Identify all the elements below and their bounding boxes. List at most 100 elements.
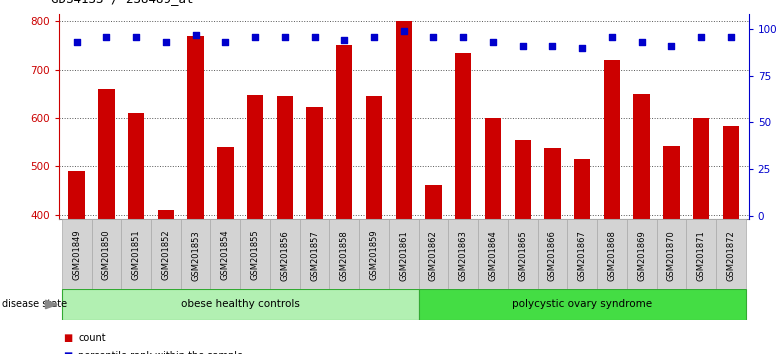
Bar [151, 219, 181, 289]
Point [189, 32, 201, 38]
Bar [633, 94, 650, 219]
Text: GDS4133 / 238489_at: GDS4133 / 238489_at [51, 0, 194, 5]
Bar [247, 95, 263, 219]
Text: GSM201859: GSM201859 [369, 230, 379, 280]
Bar [568, 219, 597, 289]
Text: disease state: disease state [2, 299, 67, 309]
Text: GSM201851: GSM201851 [132, 230, 140, 280]
Bar [604, 60, 620, 219]
Text: GSM201855: GSM201855 [251, 230, 260, 280]
Point [160, 39, 172, 45]
Point [338, 38, 350, 43]
Text: ■: ■ [63, 333, 72, 343]
Bar [425, 185, 441, 219]
Bar [299, 219, 329, 289]
Point [249, 34, 261, 39]
Point [546, 43, 559, 49]
Point [368, 34, 380, 39]
Bar [455, 53, 471, 219]
Text: percentile rank within the sample: percentile rank within the sample [78, 351, 243, 354]
Bar [538, 219, 568, 289]
Text: GSM201871: GSM201871 [697, 230, 706, 281]
Bar [574, 159, 590, 219]
Text: GSM201868: GSM201868 [608, 230, 616, 281]
Bar [128, 113, 144, 219]
Bar [336, 45, 353, 219]
Text: GSM201850: GSM201850 [102, 230, 111, 280]
Point [665, 43, 677, 49]
Bar [663, 146, 680, 219]
Point [457, 34, 470, 39]
Text: GSM201849: GSM201849 [72, 230, 81, 280]
Bar [158, 210, 174, 219]
Bar [514, 140, 531, 219]
Bar [597, 219, 626, 289]
Point [724, 34, 737, 39]
Text: GSM201858: GSM201858 [339, 230, 349, 281]
Point [427, 34, 440, 39]
Text: GSM201861: GSM201861 [399, 230, 408, 281]
Bar [68, 171, 85, 219]
Point [397, 28, 410, 34]
Bar [277, 96, 293, 219]
Bar [419, 219, 448, 289]
Bar [359, 219, 389, 289]
Point [71, 39, 83, 45]
Bar [366, 96, 382, 219]
Point [308, 34, 321, 39]
Bar [478, 219, 508, 289]
Point [517, 43, 529, 49]
Bar [396, 21, 412, 219]
Bar [181, 219, 210, 289]
Bar [62, 289, 419, 320]
Bar [187, 36, 204, 219]
Bar [389, 219, 419, 289]
Point [130, 34, 143, 39]
Point [219, 39, 231, 45]
Text: count: count [78, 333, 106, 343]
Point [635, 39, 648, 45]
Bar [122, 219, 151, 289]
Bar [508, 219, 538, 289]
Text: GSM201856: GSM201856 [281, 230, 289, 281]
Point [695, 34, 707, 39]
Text: GSM201872: GSM201872 [727, 230, 735, 281]
Point [100, 34, 113, 39]
Text: GSM201863: GSM201863 [459, 230, 468, 281]
Bar [210, 219, 240, 289]
Bar [544, 148, 561, 219]
Point [487, 39, 499, 45]
Bar [656, 219, 686, 289]
Bar [240, 219, 270, 289]
Bar [723, 126, 739, 219]
Text: GSM201857: GSM201857 [310, 230, 319, 281]
Bar [693, 118, 710, 219]
Text: GSM201867: GSM201867 [578, 230, 586, 281]
Bar [419, 289, 746, 320]
Bar [98, 89, 114, 219]
Text: GSM201869: GSM201869 [637, 230, 646, 281]
Text: ■: ■ [63, 351, 72, 354]
Text: GSM201866: GSM201866 [548, 230, 557, 281]
Bar [307, 107, 323, 219]
Text: GSM201862: GSM201862 [429, 230, 438, 281]
Text: GSM201864: GSM201864 [488, 230, 498, 281]
Bar [217, 147, 234, 219]
Bar [716, 219, 746, 289]
Bar [270, 219, 299, 289]
Text: GSM201852: GSM201852 [162, 230, 170, 280]
Text: GSM201854: GSM201854 [221, 230, 230, 280]
Bar [686, 219, 716, 289]
Point [606, 34, 619, 39]
Text: polycystic ovary syndrome: polycystic ovary syndrome [512, 299, 652, 309]
Bar [92, 219, 122, 289]
Bar [62, 219, 92, 289]
Bar [485, 118, 501, 219]
Bar [448, 219, 478, 289]
Text: GSM201853: GSM201853 [191, 230, 200, 281]
Bar [329, 219, 359, 289]
Point [576, 45, 589, 51]
Polygon shape [45, 300, 57, 309]
Point [278, 34, 291, 39]
Text: GSM201870: GSM201870 [667, 230, 676, 281]
